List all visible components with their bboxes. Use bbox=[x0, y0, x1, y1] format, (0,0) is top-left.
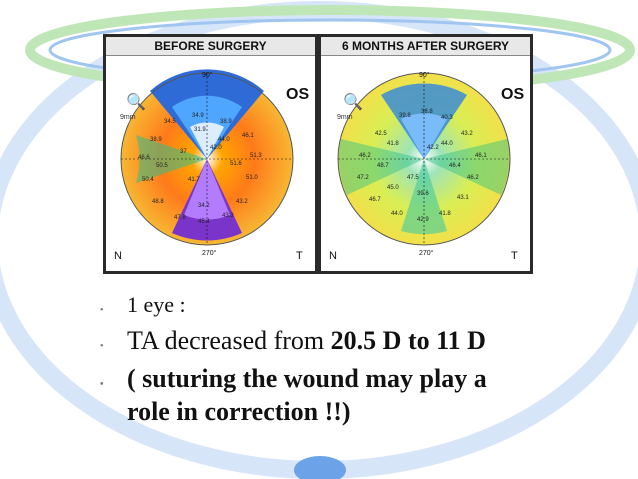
left-reading: 37 bbox=[180, 149, 187, 155]
right-mark-90: 90° bbox=[419, 71, 430, 79]
right-green-zone-lower bbox=[401, 159, 447, 235]
left-zone-label: 9mm bbox=[120, 114, 136, 121]
bullet-3-line-2: role in correction !!) bbox=[127, 397, 351, 426]
bullet-item-3: • ( suturing the wound may play a role i… bbox=[100, 362, 620, 428]
right-reading: 46.2 bbox=[467, 175, 479, 181]
left-nasal-label: N bbox=[114, 250, 122, 262]
right-reading: 44.0 bbox=[441, 141, 453, 147]
bullet-dot: • bbox=[100, 305, 104, 316]
topography-figure: BEFORE SURGERY 🔍 OS 9mm bbox=[103, 34, 533, 274]
left-mark-90: 90° bbox=[202, 71, 213, 79]
left-center-upper bbox=[190, 122, 224, 159]
left-green-zone bbox=[136, 135, 207, 183]
left-reading: 34.2 bbox=[198, 203, 210, 209]
left-reading: 51.3 bbox=[250, 153, 262, 159]
left-reading: 43.3 bbox=[222, 213, 234, 219]
left-reading: 38.9 bbox=[220, 119, 232, 125]
bullet-1-text: 1 eye : bbox=[127, 292, 186, 317]
right-reading: 46.2 bbox=[359, 153, 371, 159]
right-reading: 38.8 bbox=[421, 109, 433, 115]
bullet-3-line-1: ( suturing the wound may play a bbox=[127, 364, 487, 393]
right-reading: 43.2 bbox=[461, 131, 473, 137]
left-magnifier-icon: 🔍 bbox=[126, 91, 146, 111]
right-reading: 42.9 bbox=[417, 217, 429, 223]
right-green-zone-left bbox=[338, 139, 424, 195]
right-mark-270: 270° bbox=[419, 249, 434, 257]
right-reading: 46.4 bbox=[449, 163, 461, 169]
right-reading: 44.0 bbox=[391, 211, 403, 217]
right-temporal-label: T bbox=[511, 250, 518, 262]
bullet-item-1: • 1 eye : bbox=[100, 290, 620, 320]
right-green-zone-right bbox=[424, 139, 510, 195]
bullet-list: • 1 eye : • TA decreased from 20.5 D to … bbox=[100, 290, 620, 428]
left-reading: 50.4 bbox=[142, 177, 154, 183]
left-mark-270: 270° bbox=[202, 249, 217, 257]
left-reading: 34.5 bbox=[164, 119, 176, 125]
right-magnifier-icon: 🔍 bbox=[343, 91, 363, 111]
right-reading: 47.5 bbox=[407, 175, 419, 181]
right-reading: 43.1 bbox=[457, 195, 469, 201]
before-surgery-panel: BEFORE SURGERY 🔍 OS 9mm bbox=[106, 37, 315, 271]
right-reading: 46.7 bbox=[369, 197, 381, 203]
left-temporal-label: T bbox=[296, 250, 303, 262]
right-reading: 41.8 bbox=[387, 141, 399, 147]
left-reading: 42.0 bbox=[210, 145, 222, 151]
after-surgery-panel: 6 MONTHS AFTER SURGERY 🔍 OS 9mm bbox=[321, 37, 530, 271]
bullet-2-text: TA decreased from bbox=[127, 326, 331, 355]
right-reading: 42.5 bbox=[375, 131, 387, 137]
left-reading: 38.9 bbox=[150, 137, 162, 143]
left-reading: 46.1 bbox=[242, 133, 254, 139]
right-reading: 39.6 bbox=[417, 191, 429, 197]
bullet-dot: • bbox=[100, 379, 104, 390]
bullet-item-2: • TA decreased from 20.5 D to 11 D bbox=[100, 322, 620, 360]
left-reading: 51.6 bbox=[230, 161, 242, 167]
bullet-dot: • bbox=[100, 341, 104, 352]
bottom-dot bbox=[294, 456, 346, 479]
after-surgery-title: 6 MONTHS AFTER SURGERY bbox=[321, 37, 530, 56]
right-reading: 41.8 bbox=[439, 211, 451, 217]
left-reading: 45.4 bbox=[198, 219, 210, 225]
right-eye-label: OS bbox=[501, 86, 524, 103]
left-reading: 31.9 bbox=[194, 127, 206, 133]
bullet-2-bold-text: 20.5 D to 11 D bbox=[330, 326, 486, 355]
right-blue-zone-inner bbox=[401, 113, 447, 159]
after-surgery-map: 🔍 OS 9mm 90° 270° N T 39.8 38.8 40.3 42.… bbox=[329, 71, 524, 262]
right-zone-label: 9mm bbox=[337, 114, 353, 121]
right-reading: 45.0 bbox=[387, 185, 399, 191]
left-reading: 48.8 bbox=[152, 199, 164, 205]
left-reading: 34.9 bbox=[192, 113, 204, 119]
right-reading: 46.1 bbox=[475, 153, 487, 159]
left-reading: 46.6 bbox=[138, 155, 150, 161]
left-reading: 44.0 bbox=[218, 137, 230, 143]
left-eye-label: OS bbox=[286, 86, 309, 103]
right-reading: 48.7 bbox=[377, 163, 389, 169]
right-reading: 39.8 bbox=[399, 113, 411, 119]
left-reading: 41.7 bbox=[188, 177, 200, 183]
left-reading: 50.5 bbox=[156, 163, 168, 169]
right-reading: 42.2 bbox=[427, 145, 439, 151]
right-reading: 47.2 bbox=[357, 175, 369, 181]
left-reading: 51.0 bbox=[246, 175, 258, 181]
before-surgery-title: BEFORE SURGERY bbox=[106, 37, 315, 56]
left-reading: 43.2 bbox=[236, 199, 248, 205]
before-surgery-map: 🔍 OS 9mm 90° 270° N T 34.5 34.9 31.9 38.… bbox=[114, 69, 309, 262]
right-nasal-label: N bbox=[329, 250, 337, 262]
left-reading: 47.8 bbox=[174, 215, 186, 221]
right-reading: 40.3 bbox=[441, 115, 453, 121]
